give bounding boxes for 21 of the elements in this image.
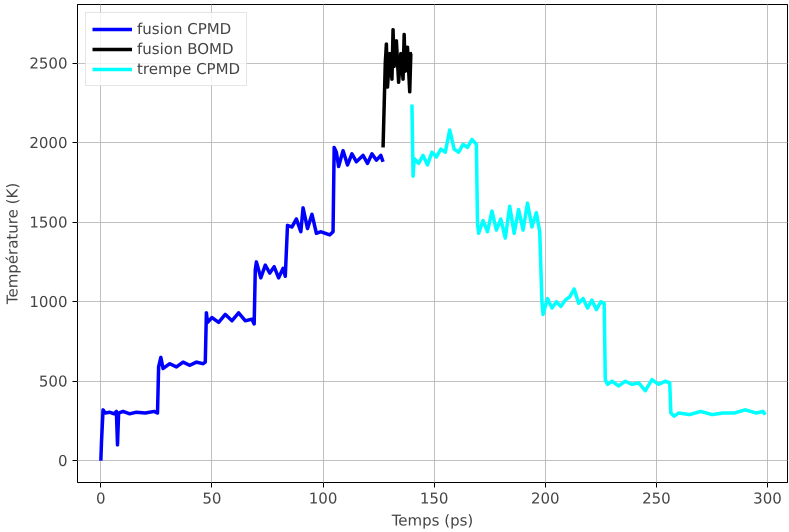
y-axis-title: Température (K) (3, 182, 22, 306)
y-tick-label: 500 (38, 372, 68, 391)
line-series (410, 102, 768, 418)
x-tick-label: 50 (202, 490, 222, 508)
x-axis-title: Temps (ps) (390, 512, 474, 530)
x-tick-label: 0 (96, 490, 106, 508)
y-tick-label: 2500 (29, 54, 68, 73)
y-tick-label: 1000 (29, 293, 68, 312)
x-tick-label: 200 (530, 490, 560, 508)
x-tick-label: 300 (753, 490, 782, 508)
x-tick-label: 150 (420, 490, 448, 508)
line-series (99, 146, 385, 462)
line-series (381, 28, 414, 150)
legend-label: trempe CPMD (137, 60, 240, 78)
x-tick-label: 100 (308, 490, 338, 508)
y-tick-label: 0 (58, 452, 68, 470)
y-tick-label: 2000 (29, 134, 68, 152)
x-tick-label: 250 (642, 490, 671, 508)
y-tick-label: 1500 (29, 214, 68, 232)
legend-label: fusion BOMD (137, 40, 234, 58)
legend-label: fusion CPMD (137, 20, 232, 38)
